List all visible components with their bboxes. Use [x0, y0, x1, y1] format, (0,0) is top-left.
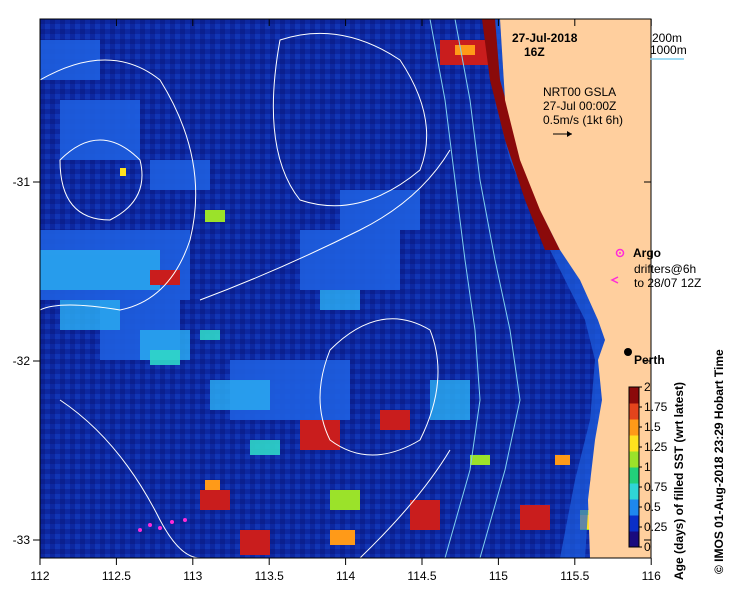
colorbar-tick-label: 1.75	[644, 400, 668, 414]
drifter-icon	[610, 276, 619, 284]
colorbar-tick-label: 2	[644, 380, 651, 394]
x-tick-label: 112.5	[102, 569, 131, 583]
argo-label: Argo	[633, 246, 661, 260]
colorbar-segment	[629, 451, 639, 468]
land-mass	[500, 19, 651, 558]
bathymetry-contours	[429, 19, 521, 558]
colorbar-segment	[629, 435, 639, 452]
x-tick-label: 112	[30, 569, 49, 583]
x-tick-label: 113	[183, 569, 202, 583]
drifters-label-1: drifters@6h	[634, 262, 696, 276]
y-tick-label: -33	[13, 533, 31, 547]
arrow-icon	[553, 131, 572, 137]
colorbar-tick-label: 1.5	[644, 420, 661, 434]
map-area	[40, 19, 651, 558]
time-label: 16Z	[524, 45, 545, 59]
colorbar-segment	[629, 403, 639, 420]
x-axis: 112 112.5 113 113.5 114 114.5 115 115.5 116	[30, 19, 661, 583]
colorbar-tick-label: 0.5	[644, 500, 661, 514]
colorbar-segment	[629, 531, 639, 548]
x-tick-label: 114	[336, 569, 355, 583]
colorbar-segment	[629, 515, 639, 532]
colorbar-title: Age (days) of filled SST (wrt latest)	[672, 382, 686, 580]
current-time: 27-Jul 00:00Z	[543, 99, 616, 113]
date-label: 27-Jul-2018	[512, 31, 578, 45]
colorbar-segment	[629, 467, 639, 484]
depth-legend-200m: 200m	[652, 31, 682, 45]
x-tick-label: 115.5	[560, 569, 589, 583]
current-product: NRT00 GSLA	[543, 85, 616, 99]
x-tick-label: 113.5	[255, 569, 284, 583]
depth-legend-1000m: 1000m	[650, 43, 687, 57]
colorbar-tick-label: 1.25	[644, 440, 668, 454]
y-axis: -31 -32 -33	[13, 175, 651, 547]
x-tick-label: 114.5	[407, 569, 436, 583]
colorbar: 0 0.25 0.5 0.75 1 1.25 1.5 1.75 2	[628, 380, 668, 554]
colorbar-tick-label: 0.25	[644, 520, 668, 534]
perth-marker	[624, 348, 632, 356]
x-tick-label: 116	[642, 569, 661, 583]
y-tick-label: -32	[13, 354, 31, 368]
colorbar-segment	[629, 387, 639, 404]
current-scale: 0.5m/s (1kt 6h)	[543, 113, 623, 127]
drifter-tracks	[138, 518, 187, 532]
credit-text: © IMOS 01-Aug-2018 23:29 Hobart Time	[712, 349, 726, 574]
colorbar-segment	[629, 499, 639, 516]
colorbar-segment	[629, 419, 639, 436]
city-label: Perth	[634, 353, 665, 367]
drifters-label-2: to 28/07 12Z	[634, 276, 701, 290]
sla-contours	[40, 32, 451, 558]
colorbar-tick-label: 0.75	[644, 480, 668, 494]
colorbar-segment	[629, 483, 639, 500]
x-tick-label: 115	[489, 569, 508, 583]
colorbar-tick-label: 0	[644, 540, 651, 554]
colorbar-tick-label: 1	[644, 460, 651, 474]
y-tick-label: -31	[13, 175, 31, 189]
argo-icon	[615, 248, 625, 258]
